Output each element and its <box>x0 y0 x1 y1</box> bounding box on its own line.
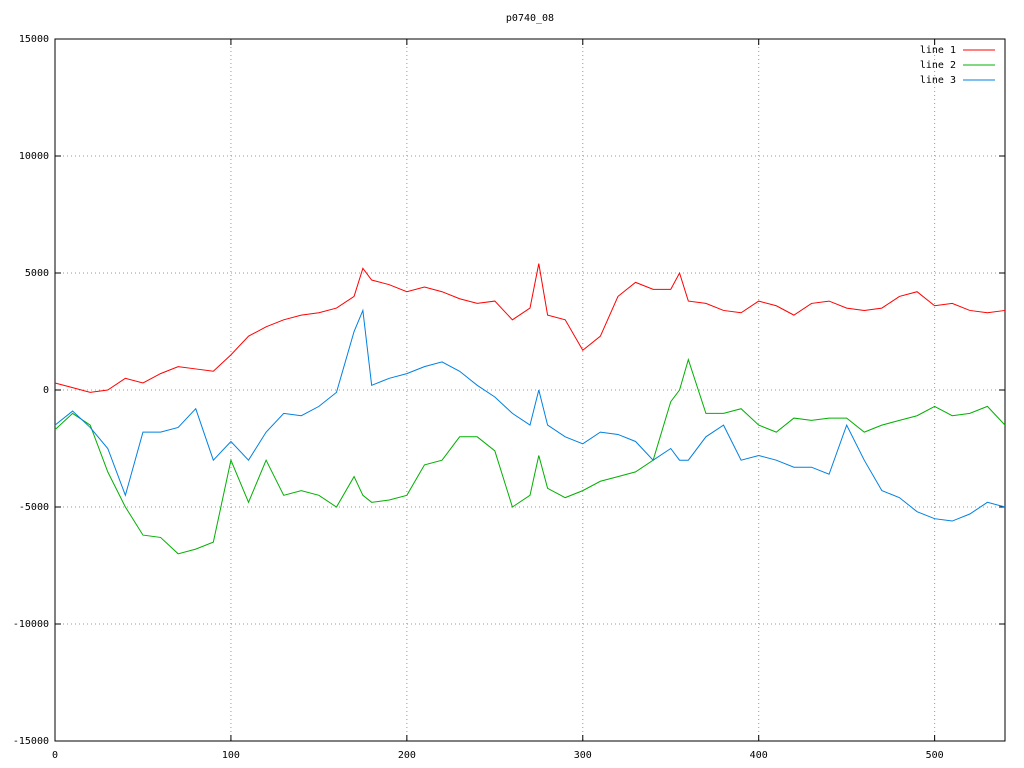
x-tick-label: 200 <box>398 750 416 761</box>
x-tick-label: 300 <box>574 750 592 761</box>
x-tick-label: 400 <box>750 750 768 761</box>
x-tick-label: 0 <box>52 750 58 761</box>
y-tick-label: 5000 <box>25 268 49 279</box>
x-tick-label: 100 <box>222 750 240 761</box>
plot-frame <box>54 38 1006 742</box>
chart-title: p0740_08 <box>506 13 554 24</box>
x-tick-label: 500 <box>926 750 944 761</box>
y-tick-label: -10000 <box>13 619 49 630</box>
legend-label: line 3 <box>920 75 956 86</box>
series-line <box>54 357 1006 555</box>
y-tick-label: 10000 <box>19 151 49 162</box>
y-tick-label: -5000 <box>19 502 49 513</box>
series-line <box>54 263 1006 393</box>
y-tick-label: 0 <box>43 385 49 396</box>
legend-label: line 1 <box>920 45 956 56</box>
y-tick-label: 15000 <box>19 34 49 45</box>
legend-label: line 2 <box>920 60 956 71</box>
y-tick-label: -15000 <box>13 736 49 747</box>
series-line <box>54 308 1006 522</box>
